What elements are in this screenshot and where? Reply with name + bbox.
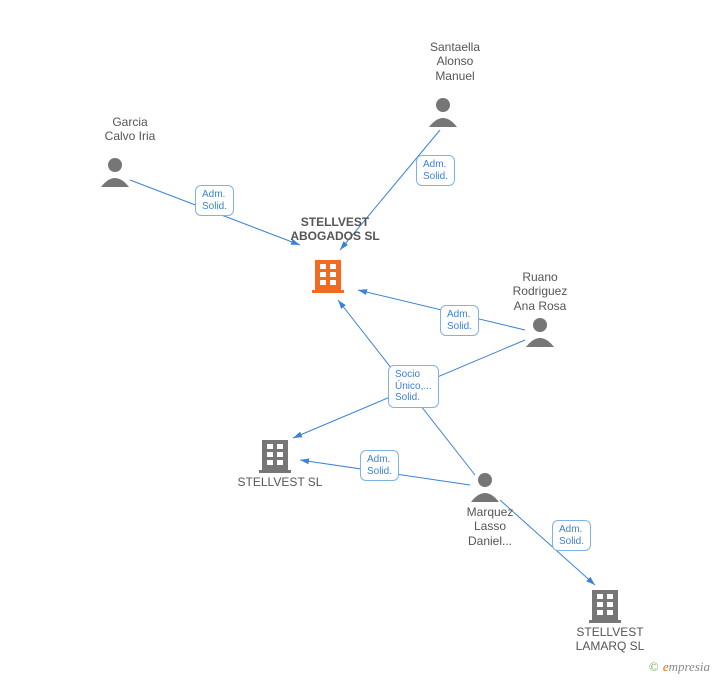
edge-label-ruano-stellvest_sl: Socio Único,... Solid. bbox=[388, 365, 439, 408]
person-icon[interactable] bbox=[101, 158, 129, 187]
edge-label-marquez-stellvest_sl: Adm. Solid. bbox=[360, 450, 399, 481]
building-icon[interactable] bbox=[589, 590, 621, 623]
diagram-canvas bbox=[0, 0, 728, 685]
person-icon[interactable] bbox=[429, 98, 457, 127]
building-icon[interactable] bbox=[312, 260, 344, 293]
edge-label-santaella-stellvest_abogados: Adm. Solid. bbox=[416, 155, 455, 186]
edge-santaella-stellvest_abogados bbox=[340, 130, 440, 250]
edge-label-marquez-stellvest_lamarq: Adm. Solid. bbox=[552, 520, 591, 551]
watermark: ©empresia bbox=[649, 659, 710, 675]
person-icon[interactable] bbox=[471, 473, 499, 502]
watermark-rest: mpresia bbox=[669, 659, 710, 674]
building-icon[interactable] bbox=[259, 440, 291, 473]
edge-label-ruano-stellvest_abogados: Adm. Solid. bbox=[440, 305, 479, 336]
edge-label-garcia-stellvest_abogados: Adm. Solid. bbox=[195, 185, 234, 216]
copyright-symbol: © bbox=[649, 659, 659, 674]
person-icon[interactable] bbox=[526, 318, 554, 347]
